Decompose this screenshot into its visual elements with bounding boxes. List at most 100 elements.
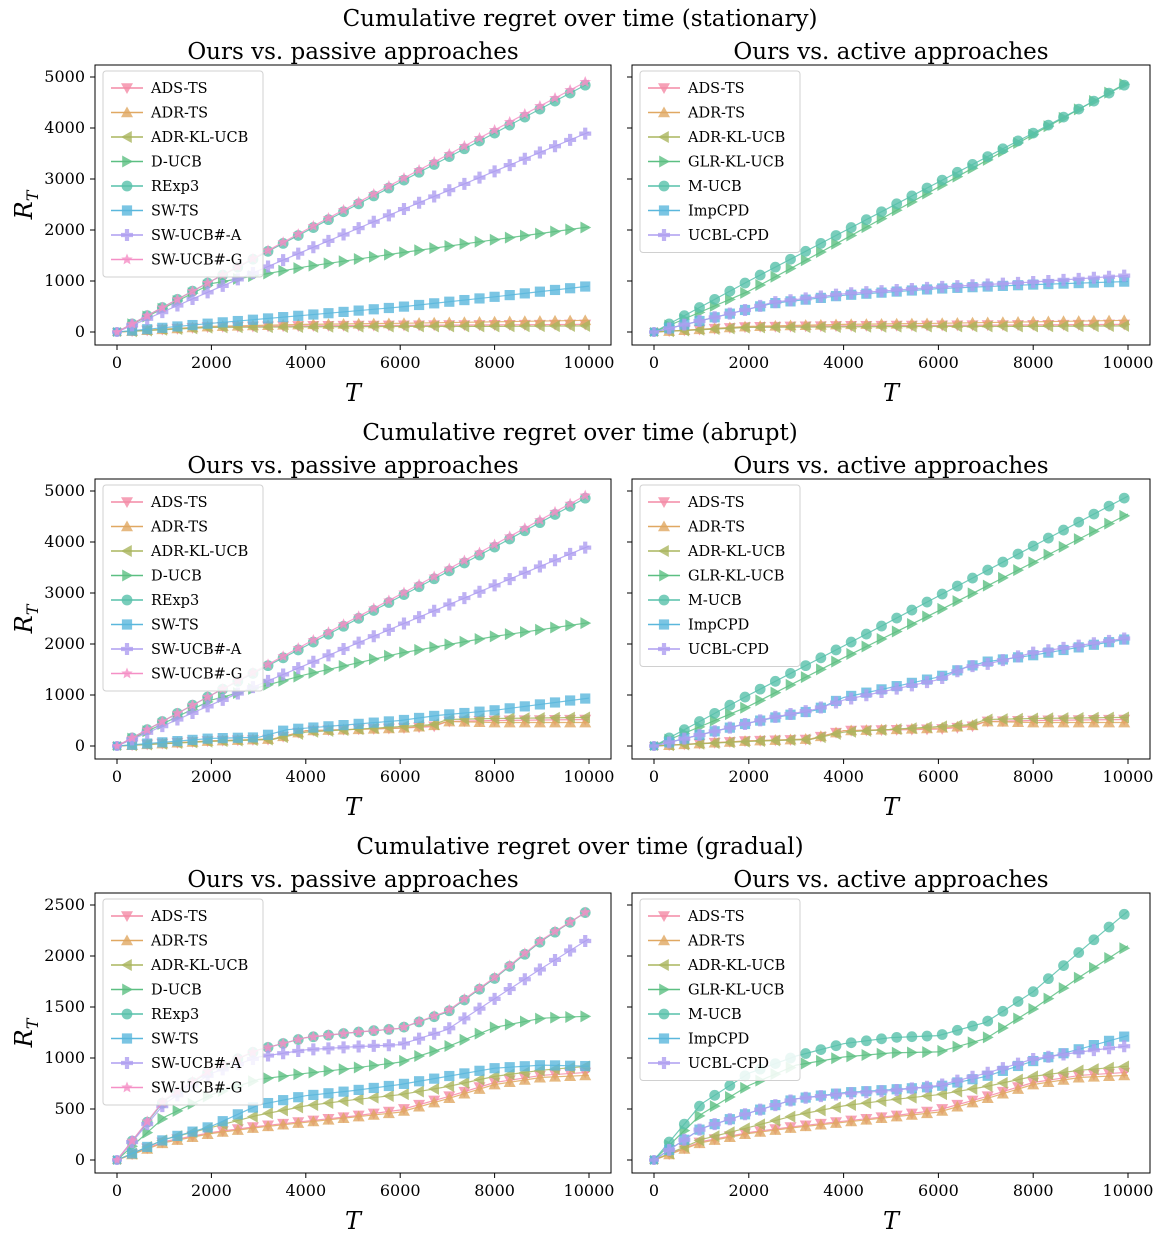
- legend-label: ADS-TS: [687, 81, 745, 97]
- data-point: [352, 320, 364, 333]
- data-point: [890, 682, 903, 695]
- data-point: [967, 1020, 978, 1032]
- data-point: [785, 668, 796, 679]
- data-point: [504, 1018, 516, 1031]
- data-point: [488, 716, 501, 728]
- data-point: [474, 1027, 486, 1040]
- data-point: [202, 1122, 213, 1133]
- data-point: [186, 699, 199, 711]
- data-point: [830, 644, 842, 656]
- data-point: [966, 1070, 979, 1083]
- data-point: [156, 306, 169, 319]
- data-point: [890, 723, 902, 736]
- data-point: [277, 1118, 290, 1130]
- data-point: [534, 1060, 546, 1071]
- data-point: [921, 676, 934, 689]
- data-point: [1042, 1076, 1055, 1088]
- data-point: [368, 304, 379, 315]
- data-point: [1073, 971, 1085, 984]
- data-point: [262, 1107, 273, 1120]
- data-point: [921, 721, 932, 734]
- data-point: [708, 737, 720, 750]
- panel-title: Ours vs. active approaches: [733, 453, 1048, 479]
- data-point: [141, 312, 154, 325]
- data-point: [428, 190, 441, 203]
- data-point: [814, 1118, 827, 1130]
- data-point: [769, 734, 781, 747]
- data-point: [504, 1062, 515, 1073]
- data-point: [565, 619, 577, 632]
- y-axis-label: RT: [10, 603, 42, 634]
- legend-label: UCBL-CPD: [688, 1056, 769, 1072]
- data-point: [262, 1120, 275, 1132]
- data-point: [534, 100, 546, 111]
- data-point: [951, 1024, 963, 1036]
- data-point: [382, 1107, 395, 1119]
- legend-marker: [658, 1033, 670, 1044]
- data-point: [814, 290, 827, 303]
- data-point: [580, 617, 592, 630]
- data-point: [367, 320, 379, 333]
- data-point: [157, 1135, 168, 1146]
- legend-label: UCBL-CPD: [688, 642, 769, 658]
- legend-marker: [121, 1081, 133, 1093]
- x-tick-label: 6000: [380, 1181, 421, 1200]
- data-point: [384, 248, 395, 261]
- data-point: [770, 270, 782, 283]
- data-point: [459, 1033, 471, 1046]
- data-point: [549, 716, 562, 728]
- legend-marker: [121, 1057, 133, 1069]
- data-point: [1103, 634, 1116, 647]
- data-point: [891, 625, 903, 638]
- data-point: [708, 1130, 720, 1143]
- legend-label: ADR-KL-UCB: [687, 130, 785, 146]
- data-point: [1058, 982, 1070, 995]
- data-point: [845, 1037, 857, 1049]
- data-point: [982, 579, 994, 592]
- data-point: [322, 649, 335, 662]
- data-point: [1042, 119, 1054, 131]
- legend-label: D-UCB: [151, 983, 202, 999]
- data-point: [367, 630, 380, 643]
- data-point: [739, 717, 752, 730]
- data-point: [171, 713, 184, 726]
- data-point: [1118, 1040, 1131, 1053]
- chart-panel: Ours vs. passive approaches 0 2000 4000 6000…: [10, 453, 614, 821]
- y-axis-label: RT: [10, 189, 42, 220]
- data-point: [1089, 525, 1100, 538]
- data-point: [739, 735, 750, 748]
- data-point: [845, 287, 858, 300]
- data-point: [367, 215, 380, 228]
- data-point: [367, 1039, 380, 1052]
- data-point: [127, 1148, 138, 1159]
- data-point: [564, 915, 576, 927]
- data-point: [951, 1085, 963, 1098]
- data-point: [338, 719, 349, 731]
- data-point: [830, 1040, 842, 1052]
- legend-marker: [658, 1008, 670, 1020]
- panel-title: Ours vs. active approaches: [733, 39, 1048, 65]
- data-point: [187, 319, 198, 331]
- data-point: [277, 321, 288, 334]
- data-point: [1057, 320, 1069, 333]
- data-point: [693, 1123, 706, 1136]
- legend-label: D-UCB: [151, 155, 202, 171]
- data-point: [520, 625, 531, 638]
- data-point: [1072, 716, 1085, 728]
- data-point: [754, 1126, 767, 1137]
- data-point: [277, 1104, 288, 1117]
- data-point: [936, 1029, 948, 1040]
- data-point: [277, 1047, 290, 1060]
- data-point: [693, 314, 706, 327]
- data-point: [262, 658, 274, 670]
- data-point: [725, 1090, 736, 1103]
- legend-box: [102, 898, 264, 1106]
- data-point: [535, 227, 546, 240]
- data-point: [905, 320, 917, 333]
- legend-label: UCBL-CPD: [688, 228, 769, 244]
- data-point: [549, 554, 562, 567]
- data-point: [277, 236, 289, 248]
- data-point: [579, 1069, 592, 1081]
- legend-marker: [121, 106, 133, 118]
- data-point: [564, 547, 577, 560]
